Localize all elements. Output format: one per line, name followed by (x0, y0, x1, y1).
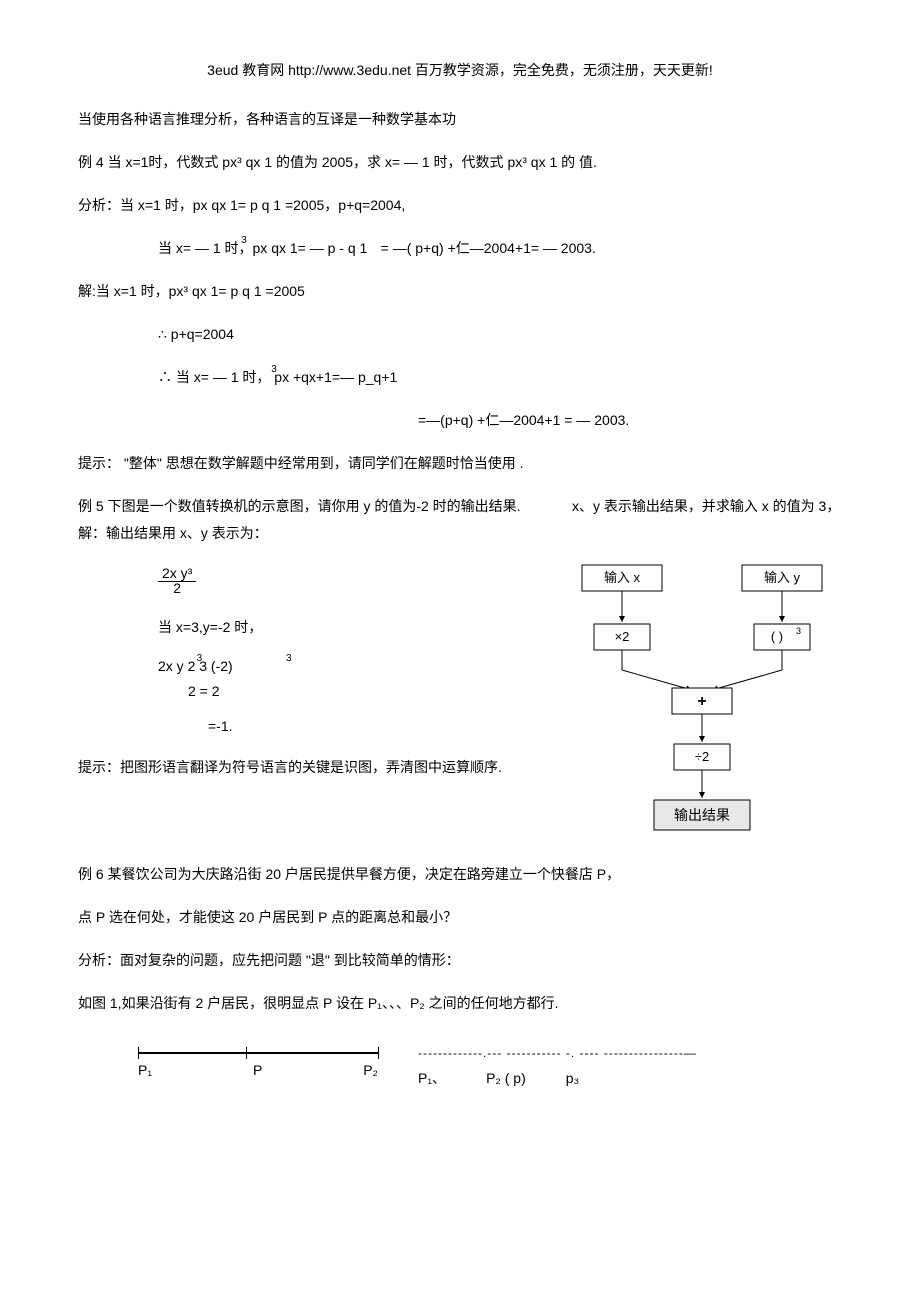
example4-analysis1: 分析：当 x=1 时，px qx 1= p q 1 =2005，p+q=2004… (78, 195, 842, 216)
solve3-text: ∴ 当 x= — 1 时， px +qx+1=— p_q+1 (158, 369, 397, 385)
fraction: 2x y³ 2 (158, 566, 196, 597)
example6-title: 例 6 某餐饮公司为大庆路沿街 20 户居民提供早餐方便，决定在路旁建立一个快餐… (78, 864, 842, 885)
flow-plus: + (697, 693, 706, 710)
dots-line: -------------.--- ----------- -. ---- --… (418, 1044, 758, 1062)
flow-cube-sup: 3 (796, 626, 801, 636)
calc-sup1: 3 (197, 651, 203, 666)
example5-working: 2x y³ 2 当 x=3,y=-2 时， 2x y 2 3 (-2) 3 3 … (78, 566, 548, 800)
example6-analysis: 分析：面对复杂的问题，应先把问题 "退" 到比较简单的情形： (78, 950, 842, 971)
label-p1: P₁ (138, 1060, 152, 1081)
example4-solve1: 解:当 x=1 时，px³ qx 1= p q 1 =2005 (78, 281, 842, 302)
fraction-den: 2 (169, 580, 185, 596)
calc-sup2: 3 (286, 651, 292, 666)
flow-cube: ( ) (771, 629, 783, 644)
flow-div2: ÷2 (695, 749, 709, 764)
sup-3: 3 (241, 233, 247, 248)
label-p2: P₂ (363, 1060, 378, 1081)
sup-3-b: 3 (271, 362, 277, 377)
example4-solve3: ∴ 当 x= — 1 时， px +qx+1=— p_q+1 3 (78, 367, 842, 388)
page-header: 3eud 教育网 http://www.3edu.net 百万教学资源，完全免费… (78, 60, 842, 81)
example5-line1: 解：输出结果用 x、y 表示为： (78, 523, 842, 544)
example4-title: 例 4 当 x=1时，代数式 px³ qx 1 的值为 2005，求 x= — … (78, 152, 842, 173)
label-r-p2: P₂ ( p) (486, 1068, 526, 1089)
bottom-diagrams: P₁ P P₂ -------------.--- ----------- -.… (78, 1044, 842, 1089)
flow-output: 输出结果 (674, 807, 730, 823)
label-p: P (253, 1060, 262, 1081)
calc-result: =-1. (78, 716, 548, 737)
example4-hint: 提示： "整体" 思想在数学解题中经常用到，请同学们在解题时恰当使用 . (78, 453, 842, 474)
calc1-a: 2x y 2 3 (-2) (158, 658, 233, 674)
analysis2-a: 当 x= — 1 时，px qx 1= — p - q 1 (158, 240, 367, 256)
example6-q: 点 P 选在何处，才能使这 20 户居民到 P 点的距离总和最小？ (78, 907, 842, 928)
example6-fig1: 如图 1,如果沿街有 2 户居民，很明显点 P 设在 P₁、、、P₂ 之间的任何… (78, 993, 842, 1014)
example4-solve2: ∴ p+q=2004 (78, 324, 842, 345)
intro-text: 当使用各种语言推理分析，各种语言的互译是一种数学基本功 (78, 109, 842, 130)
when-text: 当 x=3,y=-2 时， (78, 617, 548, 638)
label-r-p1: P₁、 (418, 1068, 446, 1089)
segment-left (138, 1052, 378, 1054)
flowchart: 输入 x 输入 y ×2 ( ) 3 (572, 560, 842, 840)
label-r-p3: p₃ (566, 1068, 580, 1089)
example5-title-right: x、y 表示输出结果，并求输入 x 的值为 3， (572, 496, 840, 517)
example4-analysis2: 当 x= — 1 时，px qx 1= — p - q 1 3 = —( p+q… (78, 238, 842, 259)
flow-input-x: 输入 x (604, 570, 641, 585)
flow-mul2: ×2 (615, 629, 630, 644)
calc2: 2 = 2 (78, 681, 548, 702)
analysis2-b: = —( p+q) +仁—2004+1= — 2003. (381, 240, 596, 256)
flow-input-y: 输入 y (764, 570, 801, 585)
example4-solve4: =—(p+q) +仁—2004+1 = — 2003. (78, 410, 842, 431)
example5-hint: 提示：把图形语言翻译为符号语言的关键是识图，弄清图中运算顺序. (78, 757, 548, 778)
